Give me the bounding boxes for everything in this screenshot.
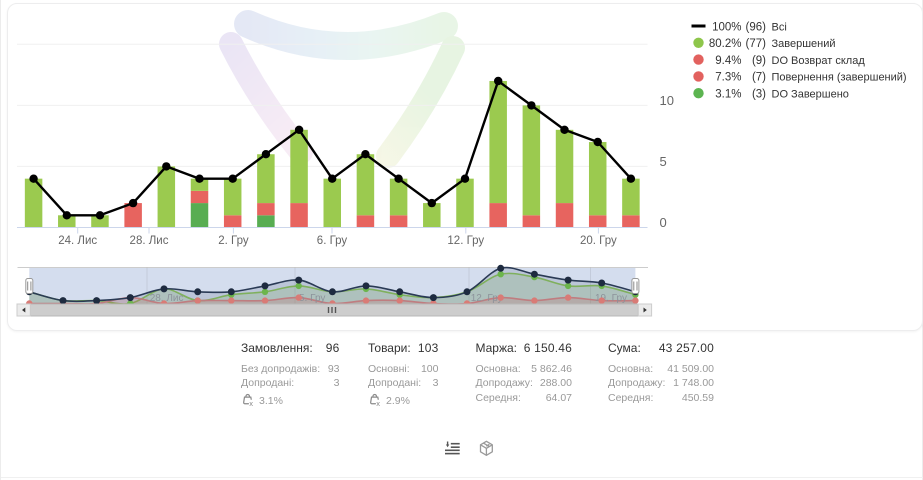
svg-text:(7): (7) — [752, 72, 766, 84]
svg-text:x: x — [376, 399, 380, 407]
svg-text:DO Возврат склад: DO Возврат склад — [772, 55, 866, 67]
svg-text:5. Гру: 5. Гру — [299, 293, 325, 304]
svg-text:28. Лис: 28. Лис — [150, 293, 184, 304]
svg-text:7.3%: 7.3% — [715, 72, 741, 84]
svg-text:100%: 100% — [712, 21, 741, 33]
svg-text:12. Гру: 12. Гру — [471, 293, 503, 304]
svg-text:24. Лис: 24. Лис — [58, 235, 97, 247]
svg-text:(9): (9) — [752, 55, 766, 67]
svg-text:10: 10 — [660, 93, 674, 108]
svg-text:DO Завершено: DO Завершено — [772, 89, 849, 101]
svg-text:19. Гру: 19. Гру — [595, 293, 627, 304]
svg-text:28. Лис: 28. Лис — [130, 235, 169, 247]
svg-text:Повернення (завершений): Повернення (завершений) — [772, 72, 907, 84]
svg-text:3.1%: 3.1% — [715, 89, 741, 101]
svg-text:0: 0 — [660, 215, 667, 230]
svg-text:2. Гру: 2. Гру — [218, 235, 249, 247]
svg-text:(96): (96) — [746, 21, 767, 33]
svg-text:12. Гру: 12. Гру — [447, 235, 484, 247]
svg-text:6. Гру: 6. Гру — [317, 235, 348, 247]
svg-text:(77): (77) — [746, 38, 767, 50]
svg-text:9.4%: 9.4% — [715, 55, 741, 67]
svg-text:80.2%: 80.2% — [709, 38, 742, 50]
svg-text:(3): (3) — [752, 89, 766, 101]
svg-text:20. Гру: 20. Гру — [580, 235, 617, 247]
svg-text:5: 5 — [660, 154, 667, 169]
svg-text:x: x — [249, 399, 253, 407]
svg-text:Завершений: Завершений — [772, 38, 836, 50]
svg-text:Всі: Всі — [772, 21, 787, 33]
